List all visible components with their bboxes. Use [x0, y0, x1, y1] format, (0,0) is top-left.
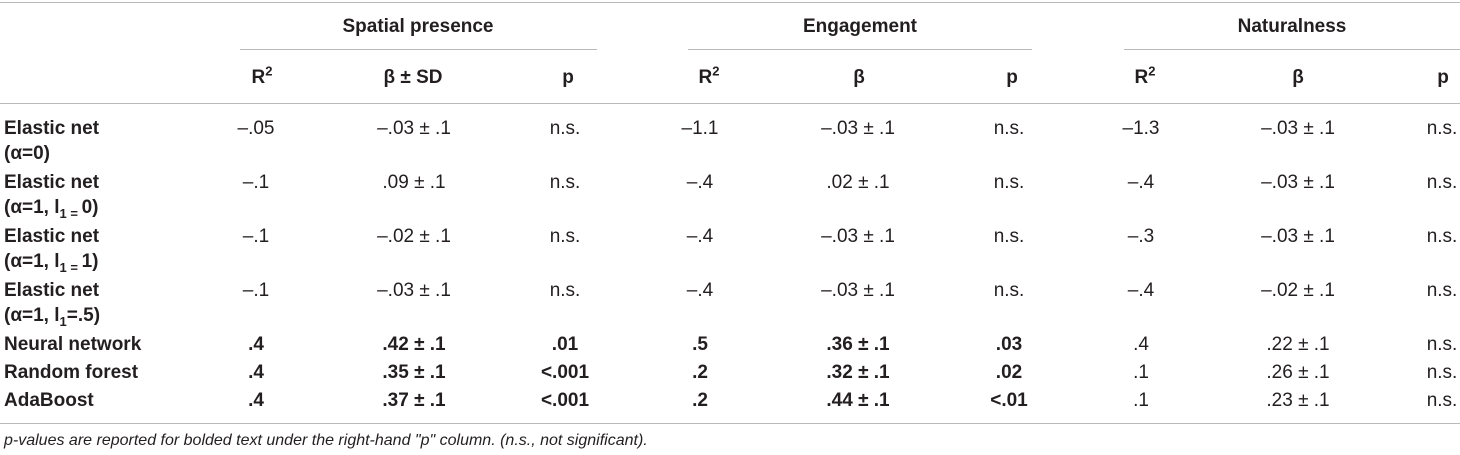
cell-na-beta: .26 ± .1 — [1266, 362, 1330, 383]
group-rule-spatial — [240, 49, 597, 50]
cell-sp-r2: .4 — [248, 362, 264, 383]
cell-na-beta: .23 ± .1 — [1266, 390, 1330, 411]
cell-en-p: n.s. — [993, 172, 1025, 193]
cell-en-p: n.s. — [993, 280, 1025, 301]
row-label-sub-l1-0: (α=1, l1 = 0) — [4, 197, 99, 221]
group-header-naturalness: Naturalness — [1237, 16, 1347, 37]
cell-en-p: <.01 — [990, 390, 1028, 411]
cell-na-beta: –.02 ± .1 — [1261, 280, 1335, 301]
bottom-rule — [0, 423, 1460, 424]
group-header-spatial-presence: Spatial presence — [342, 16, 494, 37]
row-label-sub-l1-1: (α=1, l1 = 1) — [4, 251, 99, 275]
cell-na-r2: –1.3 — [1122, 118, 1160, 139]
cell-na-r2: –.4 — [1127, 280, 1155, 301]
cell-sp-beta: .37 ± .1 — [382, 390, 446, 411]
subheader-naturalness-r2: R2 — [1134, 63, 1156, 88]
cell-sp-beta: .42 ± .1 — [382, 334, 446, 355]
cell-na-r2: –.4 — [1127, 172, 1155, 193]
cell-sp-r2: –.1 — [242, 280, 270, 301]
group-rule-naturalness — [1124, 49, 1460, 50]
subheader-naturalness-beta: β — [1292, 67, 1304, 88]
cell-na-p: n.s. — [1426, 390, 1458, 411]
cell-sp-beta: .35 ± .1 — [382, 362, 446, 383]
cell-en-p: .03 — [995, 334, 1023, 355]
row-label-elastic-net-l1-05: Elastic net — [4, 280, 100, 301]
cell-en-r2: .5 — [692, 334, 708, 355]
cell-na-beta: .22 ± .1 — [1266, 334, 1330, 355]
cell-na-p: n.s. — [1426, 172, 1458, 193]
cell-na-beta: –.03 ± .1 — [1261, 118, 1335, 139]
cell-sp-beta: –.03 ± .1 — [377, 280, 451, 301]
cell-na-r2: .4 — [1133, 334, 1149, 355]
cell-sp-p: <.001 — [540, 390, 590, 411]
cell-na-beta: –.03 ± .1 — [1261, 172, 1335, 193]
cell-en-r2: .2 — [692, 362, 708, 383]
cell-en-r2: –1.1 — [681, 118, 719, 139]
cell-en-r2: –.4 — [686, 172, 714, 193]
cell-sp-p: .01 — [551, 334, 579, 355]
subheader-engagement-p: p — [1006, 67, 1018, 88]
cell-na-r2: –.3 — [1127, 226, 1155, 247]
cell-na-beta: –.03 ± .1 — [1261, 226, 1335, 247]
cell-sp-beta: –.03 ± .1 — [377, 118, 451, 139]
cell-sp-beta: .09 ± .1 — [382, 172, 446, 193]
row-label-sub-alpha0: (α=0) — [4, 143, 50, 164]
row-label-elastic-net-alpha0: Elastic net — [4, 118, 100, 139]
cell-sp-p: <.001 — [540, 362, 590, 383]
cell-sp-beta: –.02 ± .1 — [377, 226, 451, 247]
cell-na-p: n.s. — [1426, 118, 1458, 139]
cell-sp-p: n.s. — [549, 226, 581, 247]
cell-na-p: n.s. — [1426, 362, 1458, 383]
cell-en-beta: .44 ± .1 — [826, 390, 890, 411]
subheader-spatial-beta: β ± SD — [383, 67, 443, 88]
cell-en-beta: –.03 ± .1 — [821, 118, 895, 139]
cell-sp-p: n.s. — [549, 118, 581, 139]
cell-sp-p: n.s. — [549, 280, 581, 301]
row-label-elastic-net-l1-0: Elastic net — [4, 172, 100, 193]
header-rule — [0, 103, 1460, 104]
cell-en-r2: .2 — [692, 390, 708, 411]
cell-sp-p: n.s. — [549, 172, 581, 193]
cell-sp-r2: .4 — [248, 390, 264, 411]
cell-en-p: .02 — [995, 362, 1023, 383]
cell-en-r2: –.4 — [686, 226, 714, 247]
top-rule — [0, 2, 1460, 3]
row-label-random-forest: Random forest — [4, 362, 139, 383]
cell-na-p: n.s. — [1426, 334, 1458, 355]
cell-en-beta: .32 ± .1 — [826, 362, 890, 383]
row-label-sub-l1-05: (α=1, l1=.5) — [4, 305, 101, 329]
table-footnote: p-values are reported for bolded text un… — [4, 432, 648, 449]
cell-en-beta: –.03 ± .1 — [821, 226, 895, 247]
cell-en-beta: .36 ± .1 — [826, 334, 890, 355]
cell-en-r2: –.4 — [686, 280, 714, 301]
cell-na-r2: .1 — [1133, 362, 1149, 383]
row-label-elastic-net-l1-1: Elastic net — [4, 226, 100, 247]
cell-en-beta: .02 ± .1 — [826, 172, 890, 193]
group-header-engagement: Engagement — [802, 16, 918, 37]
subheader-engagement-beta: β — [853, 67, 865, 88]
cell-sp-r2: –.05 — [237, 118, 275, 139]
subheader-engagement-r2: R2 — [698, 63, 720, 88]
group-rule-engagement — [688, 49, 1032, 50]
row-label-neural-network: Neural network — [4, 334, 142, 355]
cell-en-p: n.s. — [993, 226, 1025, 247]
cell-sp-r2: –.1 — [242, 172, 270, 193]
cell-en-beta: –.03 ± .1 — [821, 280, 895, 301]
cell-en-p: n.s. — [993, 118, 1025, 139]
cell-na-p: n.s. — [1426, 280, 1458, 301]
subheader-spatial-r2: R2 — [251, 63, 273, 88]
cell-na-p: n.s. — [1426, 226, 1458, 247]
cell-sp-r2: –.1 — [242, 226, 270, 247]
subheader-naturalness-p: p — [1437, 67, 1449, 88]
cell-sp-r2: .4 — [248, 334, 264, 355]
cell-na-r2: .1 — [1133, 390, 1149, 411]
subheader-spatial-p: p — [562, 67, 574, 88]
row-label-adaboost: AdaBoost — [4, 390, 94, 411]
